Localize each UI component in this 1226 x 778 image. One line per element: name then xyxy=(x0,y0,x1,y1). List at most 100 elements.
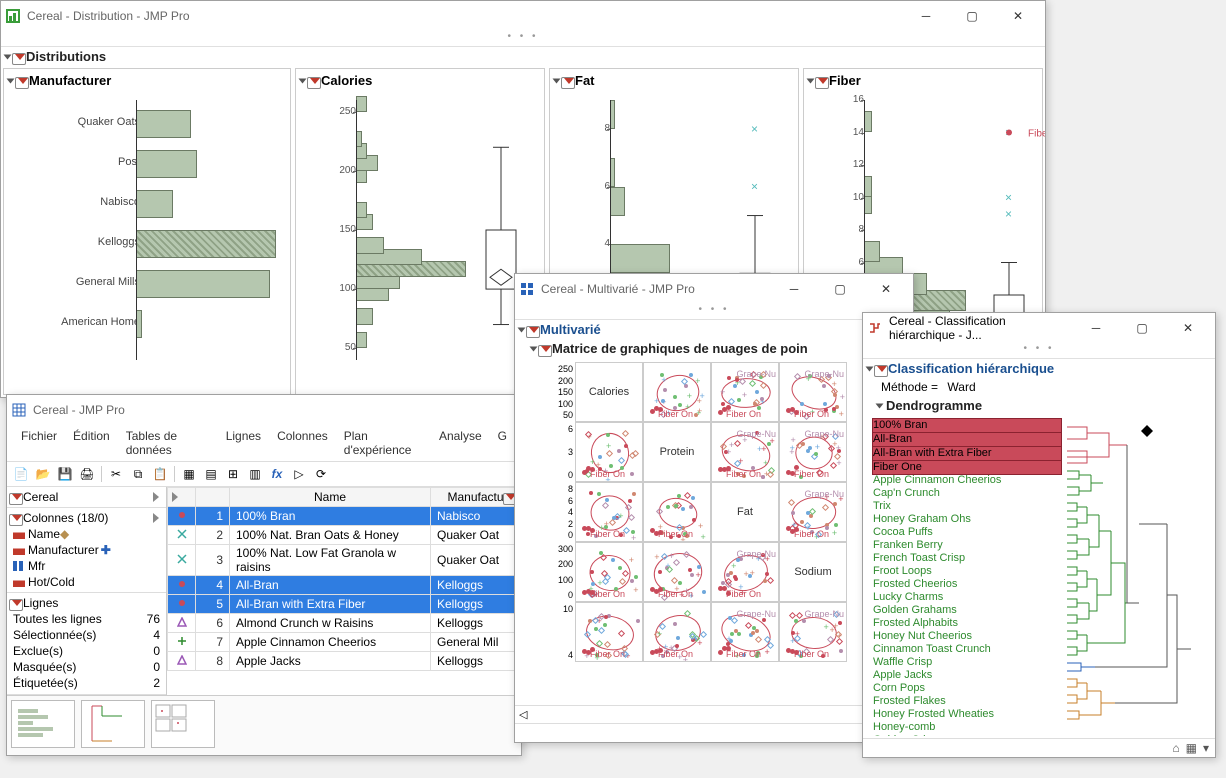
lines-stat[interactable]: Sélectionnée(s)4 xyxy=(9,627,164,643)
disclosure-icon[interactable] xyxy=(876,403,884,408)
histogram-bar[interactable] xyxy=(356,332,367,348)
scatter-cell[interactable]: ++++++++Fiber OnGrape-Nu xyxy=(779,422,847,482)
menu-item[interactable]: Plan d'expérience xyxy=(336,427,431,459)
dendro-item[interactable]: Frosted Cheerios xyxy=(873,578,1061,591)
histogram-bar[interactable] xyxy=(356,96,367,112)
menu-icon[interactable]: ▾ xyxy=(1203,741,1209,755)
bar[interactable] xyxy=(136,110,191,138)
menu-item[interactable]: G xyxy=(490,427,515,459)
thumbnail[interactable] xyxy=(151,700,215,748)
tool-icon[interactable]: ▦ xyxy=(1186,741,1197,755)
dendro-item[interactable]: Frosted Alphabits xyxy=(873,617,1061,630)
distributions-header[interactable]: Distributions xyxy=(1,47,1045,66)
table-row[interactable]: 3100% Nat. Low Fat Granola w raisinsQuak… xyxy=(168,545,521,576)
scatter-cell[interactable]: ++++++Fiber On xyxy=(575,422,643,482)
scatter-cell[interactable]: ++++++++Fiber On xyxy=(643,542,711,602)
lines-stat[interactable]: Masquée(s)0 xyxy=(9,659,164,675)
dendro-item[interactable]: Honey-comb xyxy=(873,721,1061,734)
menu-item[interactable]: Analyse xyxy=(431,427,490,459)
histogram-bar[interactable] xyxy=(610,187,625,216)
lines-header[interactable]: Lignes xyxy=(23,596,58,610)
minimize-button[interactable]: ─ xyxy=(903,1,949,31)
column-item[interactable]: Hot/Cold xyxy=(9,574,164,590)
toolbar-fx-icon[interactable]: fx xyxy=(267,464,287,484)
histogram-bar[interactable] xyxy=(356,237,384,253)
toolbar-cut-icon[interactable]: ✂ xyxy=(106,464,126,484)
dendro-item[interactable]: Lucky Charms xyxy=(873,591,1061,604)
menu-item[interactable]: Lignes xyxy=(218,427,269,459)
data-grid[interactable]: NameManufactu1100% BranNabisco2100% Nat.… xyxy=(167,487,521,695)
histogram-bar[interactable] xyxy=(864,241,880,263)
toolbar-paste-icon[interactable]: 📋 xyxy=(150,464,170,484)
disclosure-icon[interactable] xyxy=(7,78,15,83)
dendro-item[interactable]: Apple Cinnamon Cheerios xyxy=(873,474,1061,487)
dendro-item[interactable]: Cinnamon Toast Crunch xyxy=(873,643,1061,656)
dendro-item[interactable]: Waffle Crisp xyxy=(873,656,1061,669)
disclosure-icon[interactable] xyxy=(518,327,526,332)
minimize-button[interactable]: ─ xyxy=(1073,313,1119,343)
menu-item[interactable]: Fichier xyxy=(13,427,65,459)
dendro-item[interactable]: Cap'n Crunch xyxy=(873,487,1061,500)
column-item[interactable]: Manufacturer ✚ xyxy=(9,542,164,558)
titlebar[interactable]: Cereal - JMP Pro xyxy=(7,395,521,425)
histogram-bar[interactable] xyxy=(864,176,872,198)
close-button[interactable]: ✕ xyxy=(863,274,909,304)
toolbar-open-icon[interactable]: 📂 xyxy=(33,464,53,484)
histogram-bar[interactable] xyxy=(610,244,670,273)
menu-item[interactable]: Édition xyxy=(65,427,118,459)
dendro-item[interactable]: Golden Grahams xyxy=(873,604,1061,617)
table-name[interactable]: Cereal xyxy=(23,490,58,504)
toolbar-print-icon[interactable]: 🖨 xyxy=(77,464,97,484)
hotspot-icon[interactable] xyxy=(564,78,574,84)
close-button[interactable]: ✕ xyxy=(1165,313,1211,343)
scatter-cell[interactable]: Calories xyxy=(575,362,643,422)
histogram-bar[interactable] xyxy=(864,111,872,133)
menu-icon[interactable] xyxy=(153,492,159,502)
scatter-matrix[interactable]: 25020015010050Calories+++++++++++Fiber O… xyxy=(515,358,913,705)
titlebar[interactable]: Cereal - Classification hiérarchique - J… xyxy=(863,313,1215,343)
scatter-cell[interactable]: +++++Fiber On xyxy=(575,542,643,602)
bar[interactable] xyxy=(136,230,276,258)
dendro-item[interactable]: Golden Crisp xyxy=(873,734,1061,736)
maximize-button[interactable]: ▢ xyxy=(817,274,863,304)
hotspot-icon[interactable] xyxy=(18,78,28,84)
scatter-cell[interactable]: +++++++Fiber OnGrape-Nu xyxy=(711,542,779,602)
scatter-cell[interactable]: Sodium xyxy=(779,542,847,602)
scatter-cell[interactable]: Fat xyxy=(711,482,779,542)
scatter-cell[interactable]: +++++++++Fiber OnGrape-Nu xyxy=(711,422,779,482)
dendro-item[interactable]: All-Bran xyxy=(872,432,1062,447)
clustering-header[interactable]: Classification hiérarchique xyxy=(863,359,1215,378)
hotspot-icon[interactable] xyxy=(15,54,25,60)
disclosure-icon[interactable] xyxy=(553,78,561,83)
bar[interactable] xyxy=(136,190,173,218)
hotspot-icon[interactable] xyxy=(310,78,320,84)
lines-stat[interactable]: Toutes les lignes76 xyxy=(9,611,164,627)
columns-header[interactable]: Colonnes (18/0) xyxy=(23,511,108,525)
toolbar-copy-icon[interactable]: ⧉ xyxy=(128,464,148,484)
disclosure-icon[interactable] xyxy=(530,346,538,351)
dendro-item[interactable]: Corn Pops xyxy=(873,682,1061,695)
disclosure-icon[interactable] xyxy=(807,78,815,83)
scatter-cell[interactable]: Protein xyxy=(643,422,711,482)
corner-menu-icon[interactable] xyxy=(172,492,178,502)
hotspot-icon[interactable] xyxy=(529,327,539,333)
hotspot-icon[interactable] xyxy=(12,515,22,521)
thumbnail[interactable] xyxy=(11,700,75,748)
hotspot-icon[interactable] xyxy=(12,494,22,500)
dendro-item[interactable]: Franken Berry xyxy=(873,539,1061,552)
table-row[interactable]: 1100% BranNabisco xyxy=(168,507,521,526)
toolbar-new-icon[interactable]: 📄 xyxy=(11,464,31,484)
scatter-cell[interactable]: +++Fiber OnGrape-Nu xyxy=(711,602,779,662)
manufacturer-chart[interactable]: Quaker OatsPostNabiscoKelloggsGeneral Mi… xyxy=(6,90,288,370)
close-button[interactable]: ✕ xyxy=(995,1,1041,31)
table-row[interactable]: 6Almond Crunch w RaisinsKelloggs xyxy=(168,614,521,633)
bar[interactable] xyxy=(136,150,197,178)
scatter-cell[interactable]: ++++Fiber On xyxy=(643,482,711,542)
dendro-item[interactable]: Froot Loops xyxy=(873,565,1061,578)
column-item[interactable]: Name ◆ xyxy=(9,526,164,542)
toolbar-save-icon[interactable]: 💾 xyxy=(55,464,75,484)
hotspot-icon[interactable] xyxy=(818,78,828,84)
menu-item[interactable]: Colonnes xyxy=(269,427,336,459)
dendro-item[interactable]: All-Bran with Extra Fiber xyxy=(872,446,1062,461)
scatter-cell[interactable]: +++++++++++Fiber On xyxy=(643,362,711,422)
